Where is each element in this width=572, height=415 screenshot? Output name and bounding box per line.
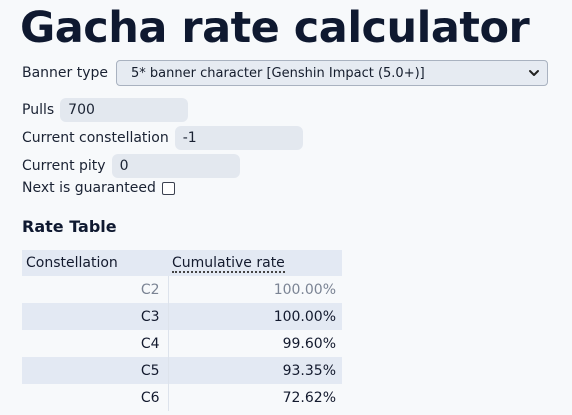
pulls-row: Pulls 700: [22, 98, 189, 122]
table-header-row: Constellation Cumulative rate: [22, 250, 342, 276]
banner-type-label: Banner type: [22, 65, 109, 81]
rate-cell: 100.00%: [168, 303, 342, 330]
constellation-cell: C4: [22, 330, 169, 357]
guaranteed-checkbox[interactable]: [161, 181, 175, 195]
rate-table-heading: Rate Table: [22, 217, 117, 236]
banner-type-selected: 5* banner character [Genshin Impact (5.0…: [131, 65, 425, 81]
constellation-cell: C2: [22, 276, 169, 303]
rate-table: Constellation Cumulative rate C2 100.00%…: [22, 250, 342, 411]
table-row: C6 72.62%: [22, 384, 342, 411]
constellation-label: Current constellation: [22, 130, 169, 146]
constellation-cell: C6: [22, 384, 169, 411]
column-header-constellation[interactable]: Constellation: [22, 250, 168, 276]
guaranteed-row: Next is guaranteed: [22, 180, 175, 196]
page-title: Gacha rate calculator: [20, 3, 530, 53]
table-row: C4 99.60%: [22, 330, 342, 357]
pity-row: Current pity 0: [22, 154, 240, 178]
table-row: C3 100.00%: [22, 303, 342, 330]
constellation-input[interactable]: -1: [174, 126, 303, 150]
table-row: C5 93.35%: [22, 357, 342, 384]
cumulative-rate-header-label: Cumulative rate: [172, 255, 285, 273]
banner-type-select[interactable]: 5* banner character [Genshin Impact (5.0…: [116, 60, 549, 86]
column-header-cumulative-rate[interactable]: Cumulative rate: [168, 250, 342, 276]
constellation-cell: C5: [22, 357, 169, 384]
constellation-cell: C3: [22, 303, 169, 330]
table-row: C2 100.00%: [22, 276, 342, 303]
rate-cell: 99.60%: [282, 335, 336, 352]
pulls-input[interactable]: 700: [60, 98, 189, 122]
pity-label: Current pity: [22, 158, 106, 174]
pulls-label: Pulls: [22, 102, 55, 118]
rate-cell: 100.00%: [273, 281, 336, 298]
rate-cell: 93.35%: [168, 357, 342, 384]
chevron-down-icon: [529, 70, 540, 76]
guaranteed-label: Next is guaranteed: [22, 180, 156, 196]
pity-input[interactable]: 0: [111, 154, 240, 178]
constellation-row: Current constellation -1: [22, 126, 303, 150]
rate-cell: 72.62%: [282, 389, 336, 406]
banner-row: Banner type 5* banner character [Genshin…: [22, 60, 549, 86]
